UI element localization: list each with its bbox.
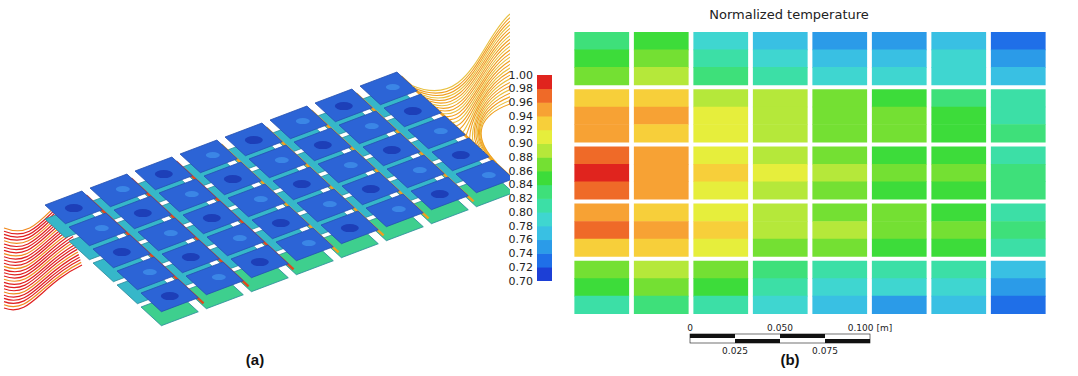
svg-text:0.98: 0.98 [509, 82, 534, 95]
svg-text:0.84: 0.84 [509, 178, 534, 191]
svg-text:0.100 [m]: 0.100 [m] [848, 323, 892, 333]
svg-text:0.050: 0.050 [767, 323, 793, 333]
svg-text:1.00: 1.00 [509, 69, 534, 82]
svg-text:0.78: 0.78 [509, 220, 534, 233]
svg-text:0.80: 0.80 [509, 206, 534, 219]
svg-text:0.82: 0.82 [509, 192, 534, 205]
svg-text:0.075: 0.075 [812, 346, 838, 356]
svg-text:0.74: 0.74 [509, 247, 534, 260]
svg-text:0.70: 0.70 [509, 275, 534, 288]
svg-text:0.025: 0.025 [722, 346, 748, 356]
svg-text:0.94: 0.94 [509, 110, 534, 123]
svg-text:(b): (b) [780, 351, 799, 368]
svg-text:0: 0 [687, 323, 693, 333]
svg-text:0.96: 0.96 [509, 96, 534, 109]
svg-text:0.88: 0.88 [509, 151, 534, 164]
svg-text:(a): (a) [246, 351, 264, 368]
svg-text:Normalized temperature: Normalized temperature [709, 7, 869, 22]
svg-text:0.72: 0.72 [509, 261, 534, 274]
svg-text:0.90: 0.90 [509, 137, 534, 150]
svg-text:0.76: 0.76 [509, 233, 534, 246]
svg-text:0.92: 0.92 [509, 123, 534, 136]
svg-text:0.86: 0.86 [509, 165, 534, 178]
